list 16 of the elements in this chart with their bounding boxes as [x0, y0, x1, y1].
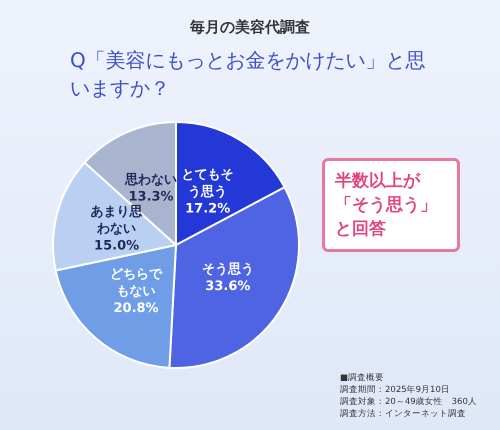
- data-label: 20.8%: [113, 301, 159, 316]
- text: 調査方法：インターネット調査: [340, 408, 467, 420]
- data-label: 15.0%: [94, 238, 140, 254]
- text: 調査対象：20～49歳女性 360人: [340, 396, 478, 408]
- text: ■調査概要: [340, 372, 386, 384]
- data-label: 33.6%: [205, 278, 250, 294]
- slice-label: あまり思わない: [90, 204, 144, 236]
- data-label: 13.3%: [128, 190, 174, 205]
- slice-label: とてもそう思う: [182, 168, 234, 200]
- text: 調査期間：2025年9月10日: [340, 384, 451, 396]
- chart-title: Q「美容にもっとお金をかけたい」と思いますか？: [70, 47, 427, 102]
- data-label: 17.2%: [185, 202, 230, 217]
- slice-label: どちらでもない: [110, 267, 164, 300]
- slice-label: そう思う: [202, 262, 254, 277]
- text: 半数以上が「そう思う」と回答: [322, 158, 460, 252]
- chart-subtitle: 毎月の美容代調査: [189, 18, 311, 37]
